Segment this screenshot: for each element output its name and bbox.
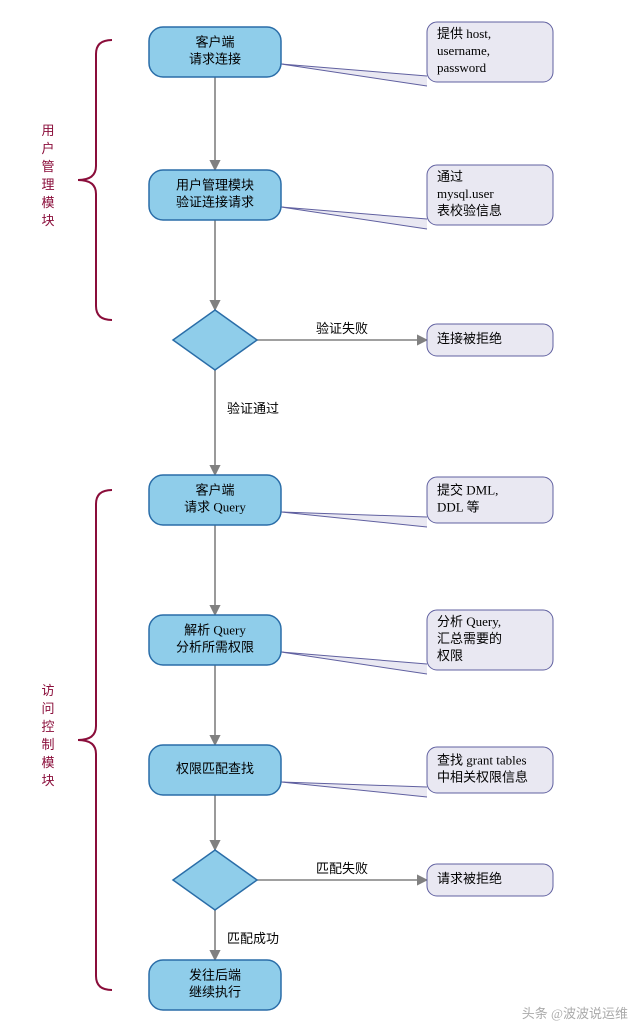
callout-label: 提供 host, — [437, 26, 491, 41]
watermark: 头条 @波波说运维 — [522, 1006, 628, 1021]
section-label: 理 — [41, 177, 54, 192]
callout-label: 汇总需要的 — [437, 631, 502, 646]
callout-tail — [281, 512, 427, 527]
process-node: 发往后端继续执行 — [149, 960, 281, 1010]
edge-label: 匹配失败 — [316, 861, 368, 876]
process-label: 验证连接请求 — [176, 194, 254, 209]
process-node: 客户端请求连接 — [149, 27, 281, 77]
section-label: 控 — [41, 719, 54, 734]
edge-label: 验证失败 — [316, 321, 368, 336]
section-label: 模 — [41, 195, 54, 210]
process-label: 客户端 — [195, 482, 234, 497]
section-label: 制 — [41, 737, 54, 752]
callout-tail — [281, 64, 427, 86]
process-node: 客户端请求 Query — [149, 475, 281, 525]
edge-label: 匹配成功 — [227, 931, 279, 946]
section-label: 模 — [41, 755, 54, 770]
decision-node — [173, 850, 257, 910]
process-label: 继续执行 — [189, 984, 241, 999]
callout-label: 通过 — [437, 169, 463, 184]
callout-label: 提交 DML, — [437, 482, 498, 497]
callout-label: 连接被拒绝 — [437, 331, 502, 346]
callout-node: 分析 Query, 汇总需要的权限 — [427, 610, 553, 670]
callout-node: 通过 mysql.user 表校验信息 — [427, 165, 553, 225]
callout-label: password — [437, 60, 487, 75]
section-label: 用 — [41, 123, 54, 138]
process-label: 发往后端 — [189, 967, 241, 982]
callout-label: 权限 — [437, 648, 463, 663]
section-label: 访 — [41, 683, 54, 698]
process-node: 用户管理模块验证连接请求 — [149, 170, 281, 220]
process-label: 分析所需权限 — [176, 639, 254, 654]
section-label: 问 — [41, 701, 54, 716]
decision-node — [173, 310, 257, 370]
callout-node: 提交 DML, DDL 等 — [427, 477, 553, 523]
process-label: 解析 Query — [184, 622, 246, 637]
section-brace — [78, 40, 112, 320]
section-label: 管 — [41, 159, 54, 174]
process-label: 用户管理模块 — [176, 177, 254, 192]
callout-node: 提供 host, username, password — [427, 22, 553, 82]
section-brace — [78, 490, 112, 990]
callout-label: 中相关权限信息 — [437, 769, 528, 784]
process-label: 权限匹配查找 — [176, 761, 254, 776]
callout-tail — [281, 782, 427, 797]
callout-node: 请求被拒绝 — [427, 864, 553, 896]
callout-label: 表校验信息 — [437, 203, 502, 218]
process-label: 客户端 — [195, 34, 234, 49]
callout-label: mysql.user — [437, 186, 494, 201]
callout-tail — [281, 652, 427, 674]
callout-tail — [281, 207, 427, 229]
callout-node: 查找 grant tables 中相关权限信息 — [427, 747, 553, 793]
callout-label: 查找 grant tables — [437, 752, 527, 767]
callout-label: username, — [437, 43, 490, 58]
section-label: 块 — [41, 773, 54, 788]
process-node: 权限匹配查找 — [149, 745, 281, 795]
edge-label: 验证通过 — [227, 401, 279, 416]
process-node: 解析 Query 分析所需权限 — [149, 615, 281, 665]
callout-label: DDL 等 — [437, 499, 480, 514]
callout-node: 连接被拒绝 — [427, 324, 553, 356]
section-label: 户 — [41, 141, 54, 156]
callout-label: 请求被拒绝 — [437, 871, 502, 886]
process-label: 请求连接 — [189, 51, 241, 66]
callout-label: 分析 Query, — [437, 614, 501, 629]
process-label: 请求 Query — [184, 499, 246, 514]
section-label: 块 — [41, 213, 54, 228]
